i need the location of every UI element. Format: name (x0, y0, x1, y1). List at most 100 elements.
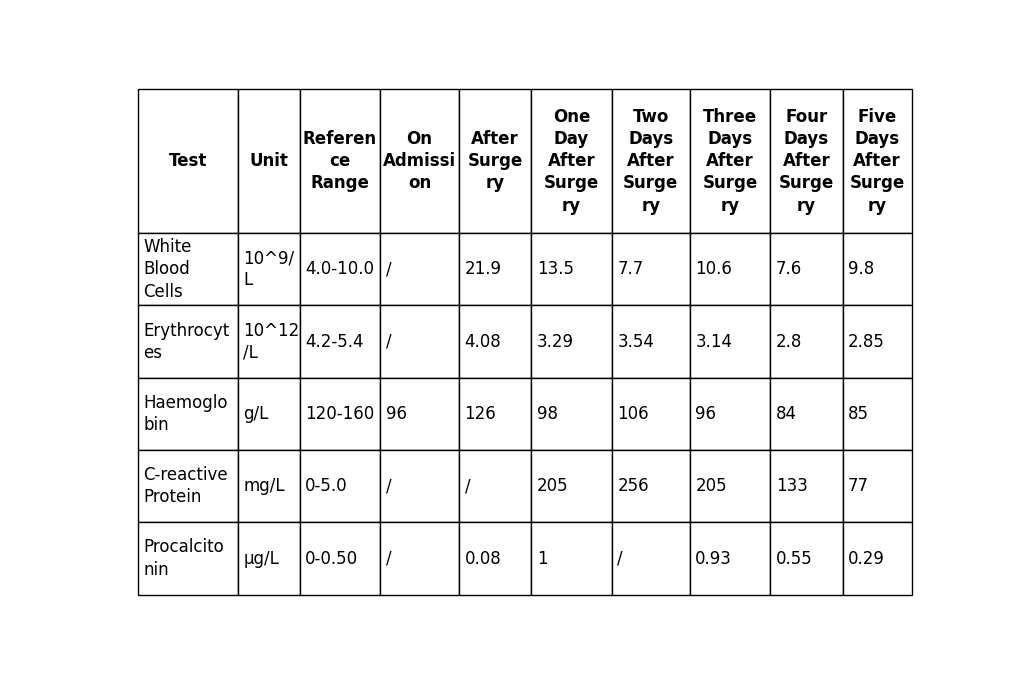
Bar (459, 450, 531, 523)
Text: 96: 96 (695, 405, 717, 423)
Text: 77: 77 (848, 477, 869, 496)
Text: Test: Test (168, 152, 207, 170)
Text: /: / (617, 550, 623, 567)
Text: 0.55: 0.55 (776, 550, 813, 567)
Bar (300, 378, 380, 450)
Bar (300, 305, 380, 378)
Text: μg/L: μg/L (243, 550, 280, 567)
Bar (690, 305, 770, 378)
Bar (238, 233, 300, 305)
Bar (843, 523, 912, 594)
Bar (611, 89, 690, 233)
Bar (690, 450, 770, 523)
Text: 96: 96 (386, 405, 407, 423)
Bar (611, 233, 690, 305)
Text: 133: 133 (776, 477, 808, 496)
Text: 10^9/
L: 10^9/ L (243, 249, 294, 290)
Text: 10.6: 10.6 (695, 261, 732, 278)
Text: 85: 85 (848, 405, 869, 423)
Bar (380, 378, 459, 450)
Text: Two
Days
After
Surge
ry: Two Days After Surge ry (624, 108, 679, 215)
Bar (238, 89, 300, 233)
Bar (238, 450, 300, 523)
Text: g/L: g/L (243, 405, 268, 423)
Bar (843, 89, 912, 233)
Text: Three
Days
After
Surge
ry: Three Days After Surge ry (702, 108, 758, 215)
Text: Haemoglo
bin: Haemoglo bin (143, 394, 227, 434)
Bar (843, 450, 912, 523)
Text: 106: 106 (617, 405, 649, 423)
Text: 2.8: 2.8 (776, 332, 803, 351)
Text: Five
Days
After
Surge
ry: Five Days After Surge ry (850, 108, 905, 215)
Text: /: / (386, 550, 391, 567)
Text: 9.8: 9.8 (848, 261, 874, 278)
Text: 0.08: 0.08 (465, 550, 502, 567)
Bar (238, 378, 300, 450)
Bar (380, 305, 459, 378)
Bar (380, 450, 459, 523)
Bar (380, 89, 459, 233)
Text: C-reactive
Protein: C-reactive Protein (143, 466, 227, 506)
Bar (531, 450, 611, 523)
Bar (137, 378, 238, 450)
Bar (770, 233, 843, 305)
Bar (380, 523, 459, 594)
Bar (380, 233, 459, 305)
Text: 3.29: 3.29 (537, 332, 573, 351)
Text: 3.14: 3.14 (695, 332, 732, 351)
Bar (300, 450, 380, 523)
Bar (459, 233, 531, 305)
Text: /: / (386, 477, 391, 496)
Bar (611, 378, 690, 450)
Bar (770, 523, 843, 594)
Text: Erythrocyt
es: Erythrocyt es (143, 322, 229, 362)
Text: 4.0-10.0: 4.0-10.0 (305, 261, 374, 278)
Bar (137, 523, 238, 594)
Bar (459, 305, 531, 378)
Text: White
Blood
Cells: White Blood Cells (143, 238, 191, 301)
Bar (531, 378, 611, 450)
Bar (531, 233, 611, 305)
Bar (770, 450, 843, 523)
Bar (531, 523, 611, 594)
Text: 0-5.0: 0-5.0 (305, 477, 348, 496)
Bar (137, 305, 238, 378)
Text: After
Surge
ry: After Surge ry (468, 130, 522, 192)
Text: 7.7: 7.7 (617, 261, 643, 278)
Text: 13.5: 13.5 (537, 261, 573, 278)
Text: 4.2-5.4: 4.2-5.4 (305, 332, 364, 351)
Text: One
Day
After
Surge
ry: One Day After Surge ry (544, 108, 599, 215)
Bar (770, 378, 843, 450)
Text: /: / (465, 477, 470, 496)
Text: /: / (386, 261, 391, 278)
Text: Referen
ce
Range: Referen ce Range (303, 130, 377, 192)
Text: 205: 205 (537, 477, 568, 496)
Text: 21.9: 21.9 (465, 261, 502, 278)
Text: 10^12
/L: 10^12 /L (243, 322, 299, 362)
Bar (531, 89, 611, 233)
Bar (300, 233, 380, 305)
Bar (459, 378, 531, 450)
Text: 0.93: 0.93 (695, 550, 732, 567)
Text: 120-160: 120-160 (305, 405, 375, 423)
Text: 1: 1 (537, 550, 548, 567)
Bar (843, 305, 912, 378)
Bar (137, 233, 238, 305)
Text: 0-0.50: 0-0.50 (305, 550, 358, 567)
Bar (843, 233, 912, 305)
Bar (531, 305, 611, 378)
Text: 126: 126 (465, 405, 497, 423)
Bar (300, 89, 380, 233)
Bar (137, 89, 238, 233)
Bar (611, 523, 690, 594)
Text: Four
Days
After
Surge
ry: Four Days After Surge ry (779, 108, 835, 215)
Bar (300, 523, 380, 594)
Bar (690, 89, 770, 233)
Text: /: / (386, 332, 391, 351)
Text: On
Admissi
on: On Admissi on (383, 130, 456, 192)
Bar (459, 89, 531, 233)
Bar (137, 450, 238, 523)
Bar (238, 305, 300, 378)
Bar (843, 378, 912, 450)
Text: Unit: Unit (249, 152, 288, 170)
